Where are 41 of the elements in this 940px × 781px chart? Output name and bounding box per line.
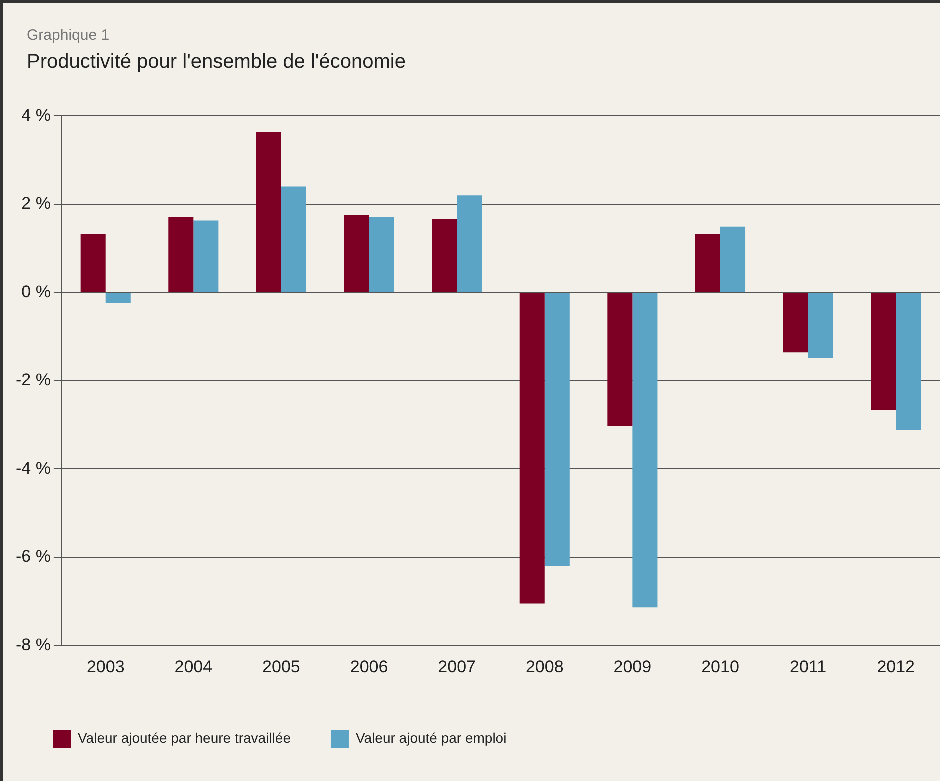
x-tick-label: 2007 <box>438 657 476 676</box>
bar <box>432 218 458 292</box>
x-tick-label: 2010 <box>702 657 740 676</box>
x-tick-label: 2009 <box>614 657 652 676</box>
bar <box>632 293 658 608</box>
bar <box>256 132 282 292</box>
x-tick-label: 2005 <box>262 657 300 676</box>
x-tick-label: 2011 <box>790 657 827 676</box>
y-tick-label: -4 % <box>16 458 51 478</box>
bar <box>808 293 834 358</box>
x-tick-label: 2004 <box>174 657 213 676</box>
bar <box>608 293 633 426</box>
y-tick-label: 4 % <box>22 106 51 125</box>
bar <box>871 293 896 410</box>
x-tick-label: 2003 <box>86 657 125 676</box>
bar <box>783 293 808 353</box>
x-tick-label: 2008 <box>526 657 564 676</box>
chart-subtitle: Graphique 1 <box>27 27 110 44</box>
chart-title: Productivité pour l'ensemble de l'économie <box>27 51 406 74</box>
bar <box>80 234 106 292</box>
y-tick-label: -8 % <box>16 635 51 654</box>
bar <box>168 217 194 292</box>
legend-label: Valeur ajouté par emploi <box>356 730 507 746</box>
bar <box>720 226 746 292</box>
y-tick-label: -2 % <box>16 370 51 390</box>
bar <box>544 293 570 566</box>
bar <box>344 215 370 292</box>
bar <box>457 196 482 292</box>
y-tick-label: 2 % <box>22 194 51 214</box>
x-tick-label: 2006 <box>350 657 388 676</box>
bar <box>281 186 306 292</box>
bar <box>896 293 922 430</box>
bar <box>106 293 131 304</box>
y-tick-label: -6 % <box>16 547 51 566</box>
bar <box>520 293 545 604</box>
bar <box>695 234 720 292</box>
bar <box>369 217 394 292</box>
y-tick-label: 0 % <box>22 282 51 302</box>
legend-label: Valeur ajoutée par heure travaillée <box>78 730 292 746</box>
x-tick-label: 2012 <box>877 657 916 676</box>
bar <box>194 220 219 292</box>
